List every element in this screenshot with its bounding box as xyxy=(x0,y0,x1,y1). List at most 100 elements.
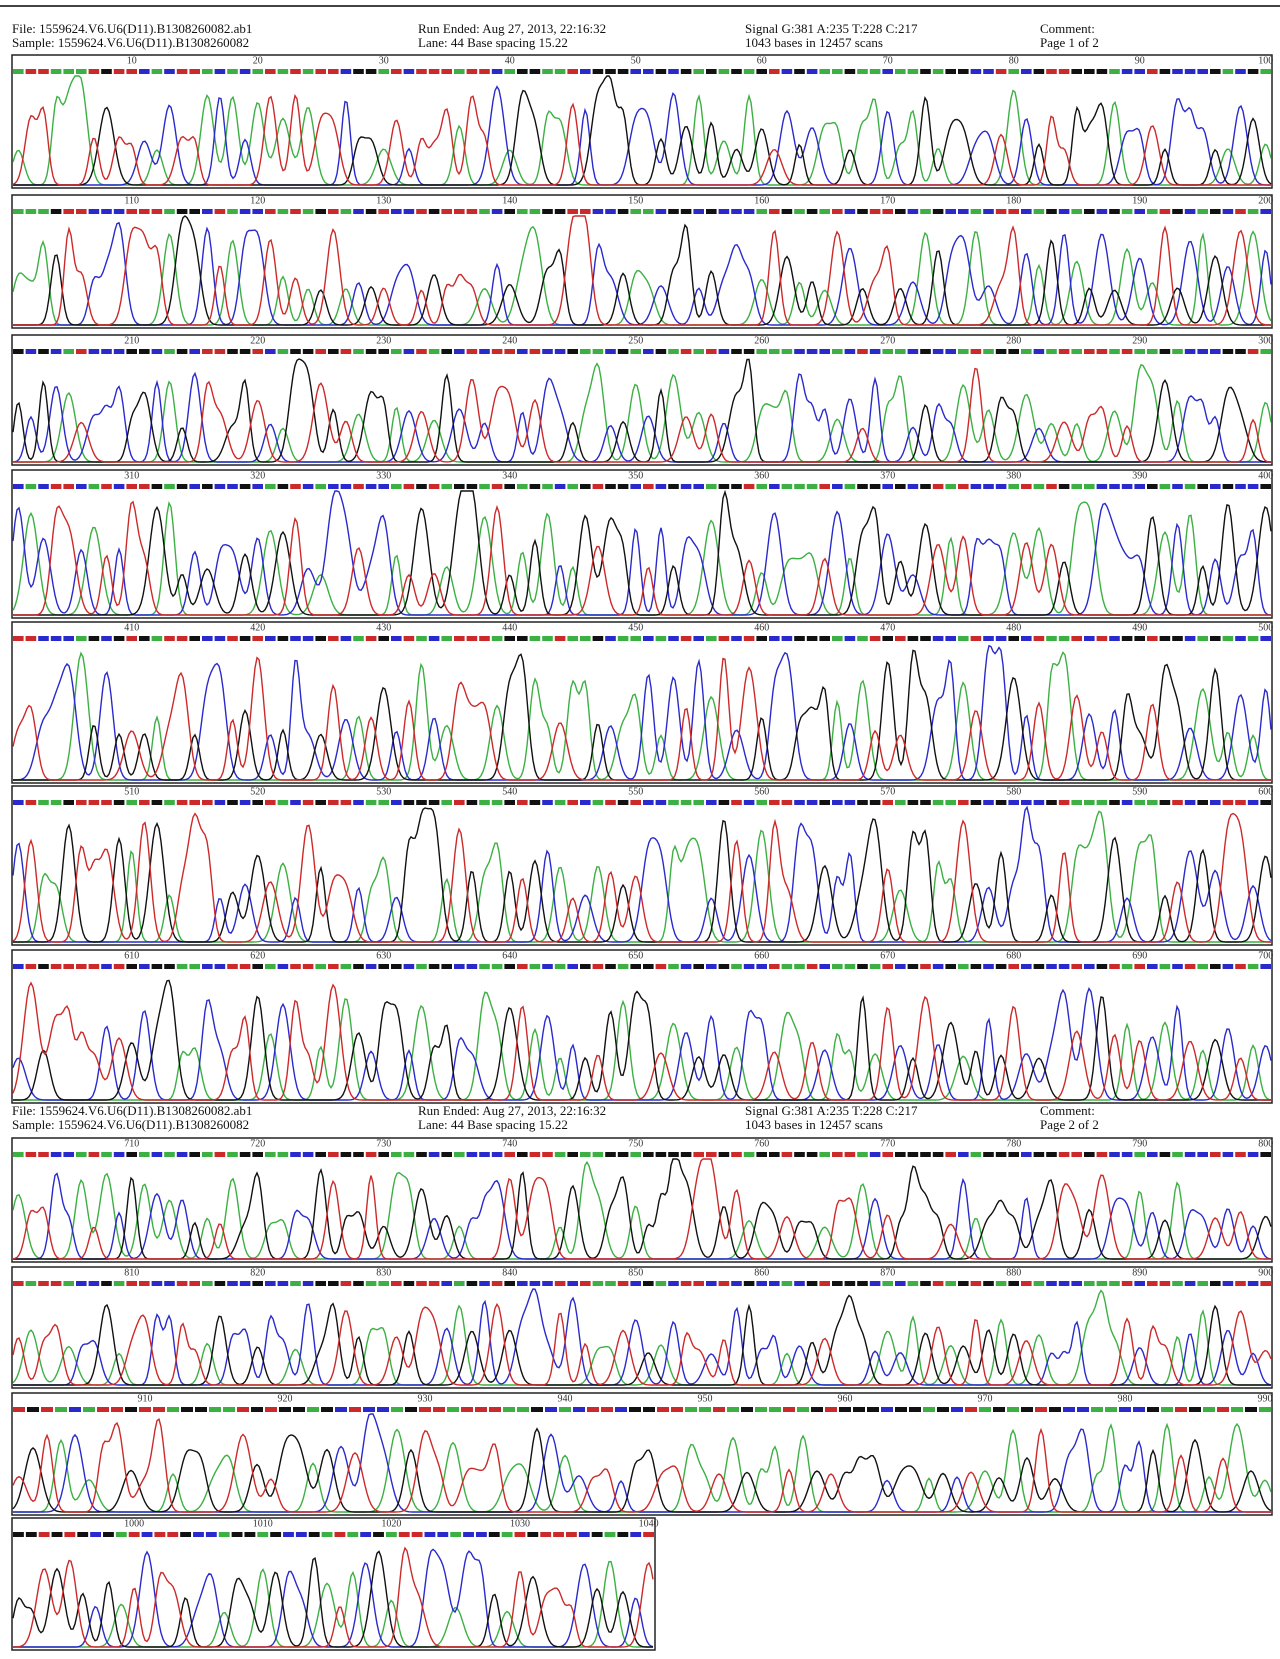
position-label: 180 xyxy=(1006,195,1021,206)
position-label: 750 xyxy=(628,1138,643,1149)
base-call xyxy=(819,69,830,74)
base-call xyxy=(50,636,62,641)
base-call xyxy=(1247,800,1259,805)
base-call xyxy=(180,1532,192,1537)
base-call xyxy=(907,1281,919,1286)
base-call xyxy=(655,484,667,489)
base-call xyxy=(895,1407,907,1412)
position-label: 20 xyxy=(253,55,263,66)
base-call xyxy=(227,209,238,214)
base-call xyxy=(1147,209,1158,214)
base-call xyxy=(321,1407,333,1412)
base-call xyxy=(88,349,100,354)
base-call xyxy=(1222,1281,1234,1286)
base-call xyxy=(416,636,427,641)
base-call xyxy=(668,1281,679,1286)
base-call xyxy=(970,636,982,641)
base-call xyxy=(1033,1281,1045,1286)
base-call xyxy=(25,1532,37,1537)
base-call xyxy=(1184,1281,1196,1286)
base-call xyxy=(349,1407,361,1412)
base-call xyxy=(882,1281,893,1286)
base-call xyxy=(340,349,352,354)
base-call xyxy=(1071,800,1082,805)
base-call xyxy=(741,1407,753,1412)
trace xyxy=(13,649,1271,781)
base-call xyxy=(38,1532,50,1537)
base-call xyxy=(983,1152,994,1157)
base-call xyxy=(416,484,427,489)
base-call xyxy=(1033,349,1045,354)
base-call xyxy=(1184,1152,1196,1157)
base-call xyxy=(680,636,692,641)
base-call xyxy=(844,349,856,354)
base-call xyxy=(529,964,541,969)
base-call xyxy=(958,1281,969,1286)
base-call xyxy=(1159,1152,1171,1157)
base-call xyxy=(265,1281,276,1286)
base-call xyxy=(1134,964,1145,969)
base-call xyxy=(237,1407,249,1412)
base-call xyxy=(1159,800,1171,805)
base-call xyxy=(252,484,263,489)
trace xyxy=(12,75,1272,186)
base-call xyxy=(699,1407,711,1412)
base-call xyxy=(769,964,780,969)
position-label: 340 xyxy=(502,470,517,481)
position-label: 650 xyxy=(628,950,643,961)
base-call xyxy=(113,800,125,805)
position-label: 700 xyxy=(1258,950,1273,961)
base-call xyxy=(365,349,377,354)
base-call xyxy=(1058,1281,1070,1286)
base-call xyxy=(617,800,629,805)
base-call xyxy=(1046,964,1057,969)
base-call xyxy=(202,484,213,489)
base-call xyxy=(416,209,427,214)
base-call xyxy=(1109,800,1120,805)
base-call xyxy=(265,1152,276,1157)
base-call xyxy=(958,636,969,641)
position-label: 440 xyxy=(502,622,517,633)
base-call xyxy=(983,1281,994,1286)
base-call xyxy=(189,484,200,489)
base-call xyxy=(1134,484,1145,489)
trace xyxy=(13,807,1272,943)
position-label: 640 xyxy=(502,950,517,961)
base-call xyxy=(239,636,251,641)
base-call xyxy=(932,209,944,214)
base-call xyxy=(1105,1407,1117,1412)
position-label: 820 xyxy=(250,1267,265,1278)
base-call xyxy=(176,69,188,74)
base-call xyxy=(1197,964,1208,969)
base-call xyxy=(881,1407,893,1412)
base-call xyxy=(945,484,956,489)
base-call xyxy=(126,69,137,74)
base-call xyxy=(1084,1281,1095,1286)
base-call xyxy=(277,1152,289,1157)
base-call xyxy=(1134,349,1145,354)
base-call xyxy=(1033,69,1045,74)
base-call xyxy=(227,1281,238,1286)
trace xyxy=(12,987,1272,1101)
base-call xyxy=(832,349,843,354)
base-call xyxy=(668,69,679,74)
base-call xyxy=(340,636,352,641)
base-call xyxy=(529,800,541,805)
base-call xyxy=(920,1152,931,1157)
base-call xyxy=(1008,484,1019,489)
base-call xyxy=(154,1532,166,1537)
base-call xyxy=(1134,800,1145,805)
base-call xyxy=(479,349,490,354)
base-call xyxy=(403,484,415,489)
base-call xyxy=(38,1281,49,1286)
base-call xyxy=(542,964,553,969)
position-label: 850 xyxy=(628,1267,643,1278)
base-call xyxy=(295,1532,307,1537)
base-call xyxy=(617,636,629,641)
base-call xyxy=(706,1152,717,1157)
base-call xyxy=(189,800,200,805)
base-call xyxy=(794,636,805,641)
base-call xyxy=(1197,800,1208,805)
base-call xyxy=(491,1152,503,1157)
base-call xyxy=(995,1152,1007,1157)
